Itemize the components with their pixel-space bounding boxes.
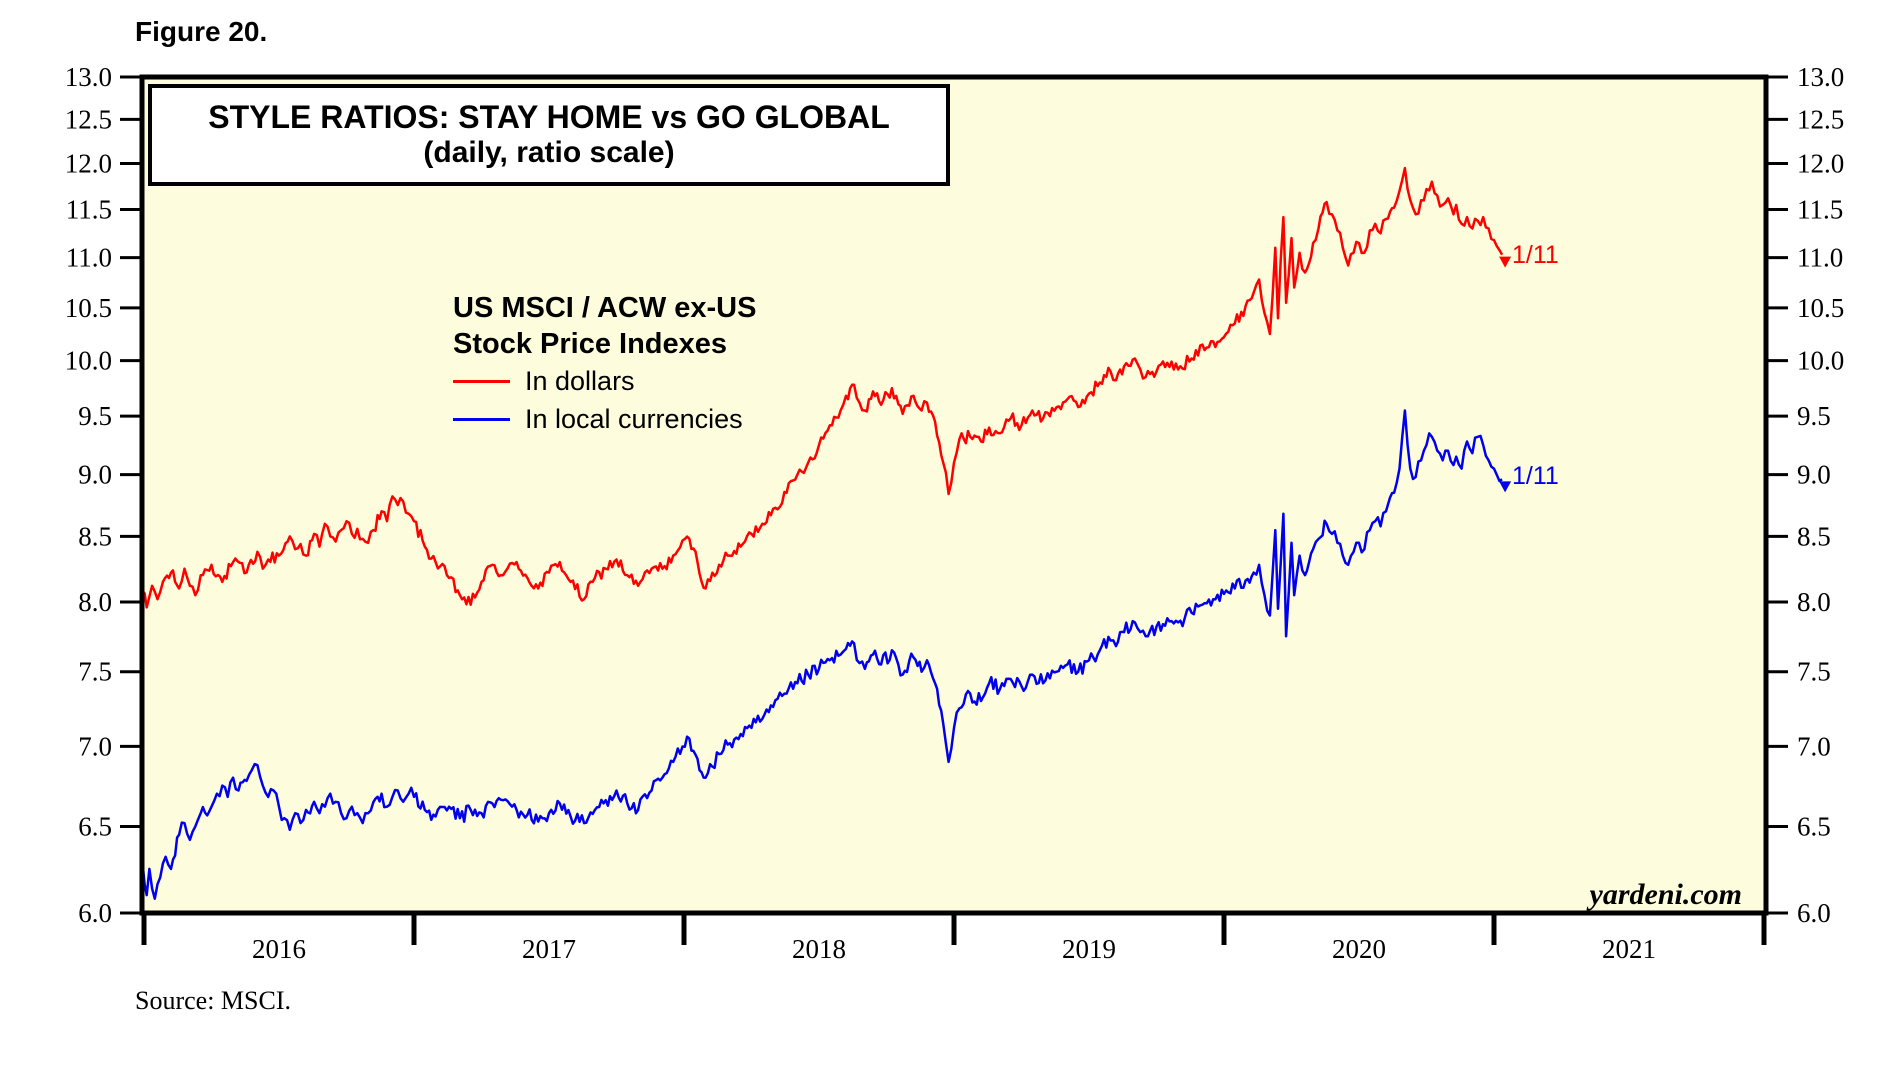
legend-item-label: In local currencies [525,403,743,434]
legend-item-in-local-currencies: In local currencies [453,400,756,438]
x-axis-year-label: 2020 [1332,934,1386,964]
y-axis-tick-label-right: 6.5 [1797,811,1831,841]
plot-frame [139,74,1769,916]
y-axis-tick-label-right: 9.0 [1797,460,1831,490]
y-axis-tick-label-right: 8.0 [1797,587,1831,617]
blue-line-swatch-icon [453,417,510,421]
chart-title: STYLE RATIOS: STAY HOME vs GO GLOBAL [208,99,890,136]
y-axis-tick-label-right: 7.5 [1797,657,1831,687]
legend-heading-line1: US MSCI / ACW ex-US [453,292,757,324]
yardeni-watermark: yardeni.com [1589,878,1742,911]
series-line-in-dollars [143,166,1504,609]
series-end-arrow-icon [1499,256,1512,268]
y-axis-tick-label-left: 6.0 [78,898,112,928]
y-axis-tick-label-right: 12.0 [1797,149,1844,179]
y-axis-tick-label-left: 13.0 [65,62,112,92]
x-axis-year-label: 2019 [1062,934,1116,964]
x-axis-year-label: 2021 [1602,934,1656,964]
legend-heading-line2: Stock Price Indexes [453,328,728,360]
x-axis-year-label: 2018 [792,934,846,964]
source-note: Source: MSCI. [135,986,291,1015]
x-axis-year-label: 2016 [252,934,306,964]
y-axis-tick-label-right: 10.0 [1797,346,1844,376]
series-end-date-label-dollars: 1/11 [1512,241,1559,269]
y-axis-tick-label-left: 11.5 [66,195,112,225]
series-end-arrow-icon [1499,481,1512,493]
y-axis-tick-label-left: 7.0 [78,731,112,761]
y-axis-tick-label-left: 12.0 [65,149,112,179]
y-axis-tick-label-right: 11.0 [1797,243,1843,273]
legend-item-label: In dollars [525,365,635,396]
red-line-swatch-icon [453,379,510,383]
y-axis-tick-label-left: 9.5 [78,401,112,431]
chart-subtitle: (daily, ratio scale) [423,136,675,170]
y-axis-tick-label-right: 12.5 [1797,104,1844,134]
chart-title-box: STYLE RATIOS: STAY HOME vs GO GLOBAL (da… [148,84,950,186]
y-axis-tick-label-left: 10.0 [65,346,112,376]
y-axis-tick-label-left: 10.5 [65,293,112,323]
y-axis-tick-label-left: 7.5 [78,657,112,687]
legend: US MSCI / ACW ex-US Stock Price Indexes … [453,290,756,438]
y-axis-tick-label-right: 13.0 [1797,62,1844,92]
y-axis-tick-label-left: 11.0 [66,243,112,273]
y-axis-tick-label-right: 9.5 [1797,401,1831,431]
series-line-in-local-currencies [143,409,1503,900]
y-axis-tick-label-right: 6.0 [1797,898,1831,928]
legend-item-in-dollars: In dollars [453,362,756,400]
y-axis-tick-label-left: 8.0 [78,587,112,617]
series-end-date-label-local: 1/11 [1512,462,1559,490]
y-axis-tick-label-left: 6.5 [78,811,112,841]
y-axis-tick-label-right: 11.5 [1797,195,1843,225]
y-axis-tick-label-right: 7.0 [1797,731,1831,761]
y-axis-tick-label-right: 10.5 [1797,293,1844,323]
x-axis-year-label: 2017 [522,934,576,964]
figure-number-label: Figure 20. [135,16,268,47]
plot-background [142,77,1766,913]
y-axis-tick-label-left: 9.0 [78,460,112,490]
y-axis-tick-label-right: 8.5 [1797,521,1831,551]
y-axis-tick-label-left: 8.5 [78,521,112,551]
y-axis-tick-label-left: 12.5 [65,104,112,134]
